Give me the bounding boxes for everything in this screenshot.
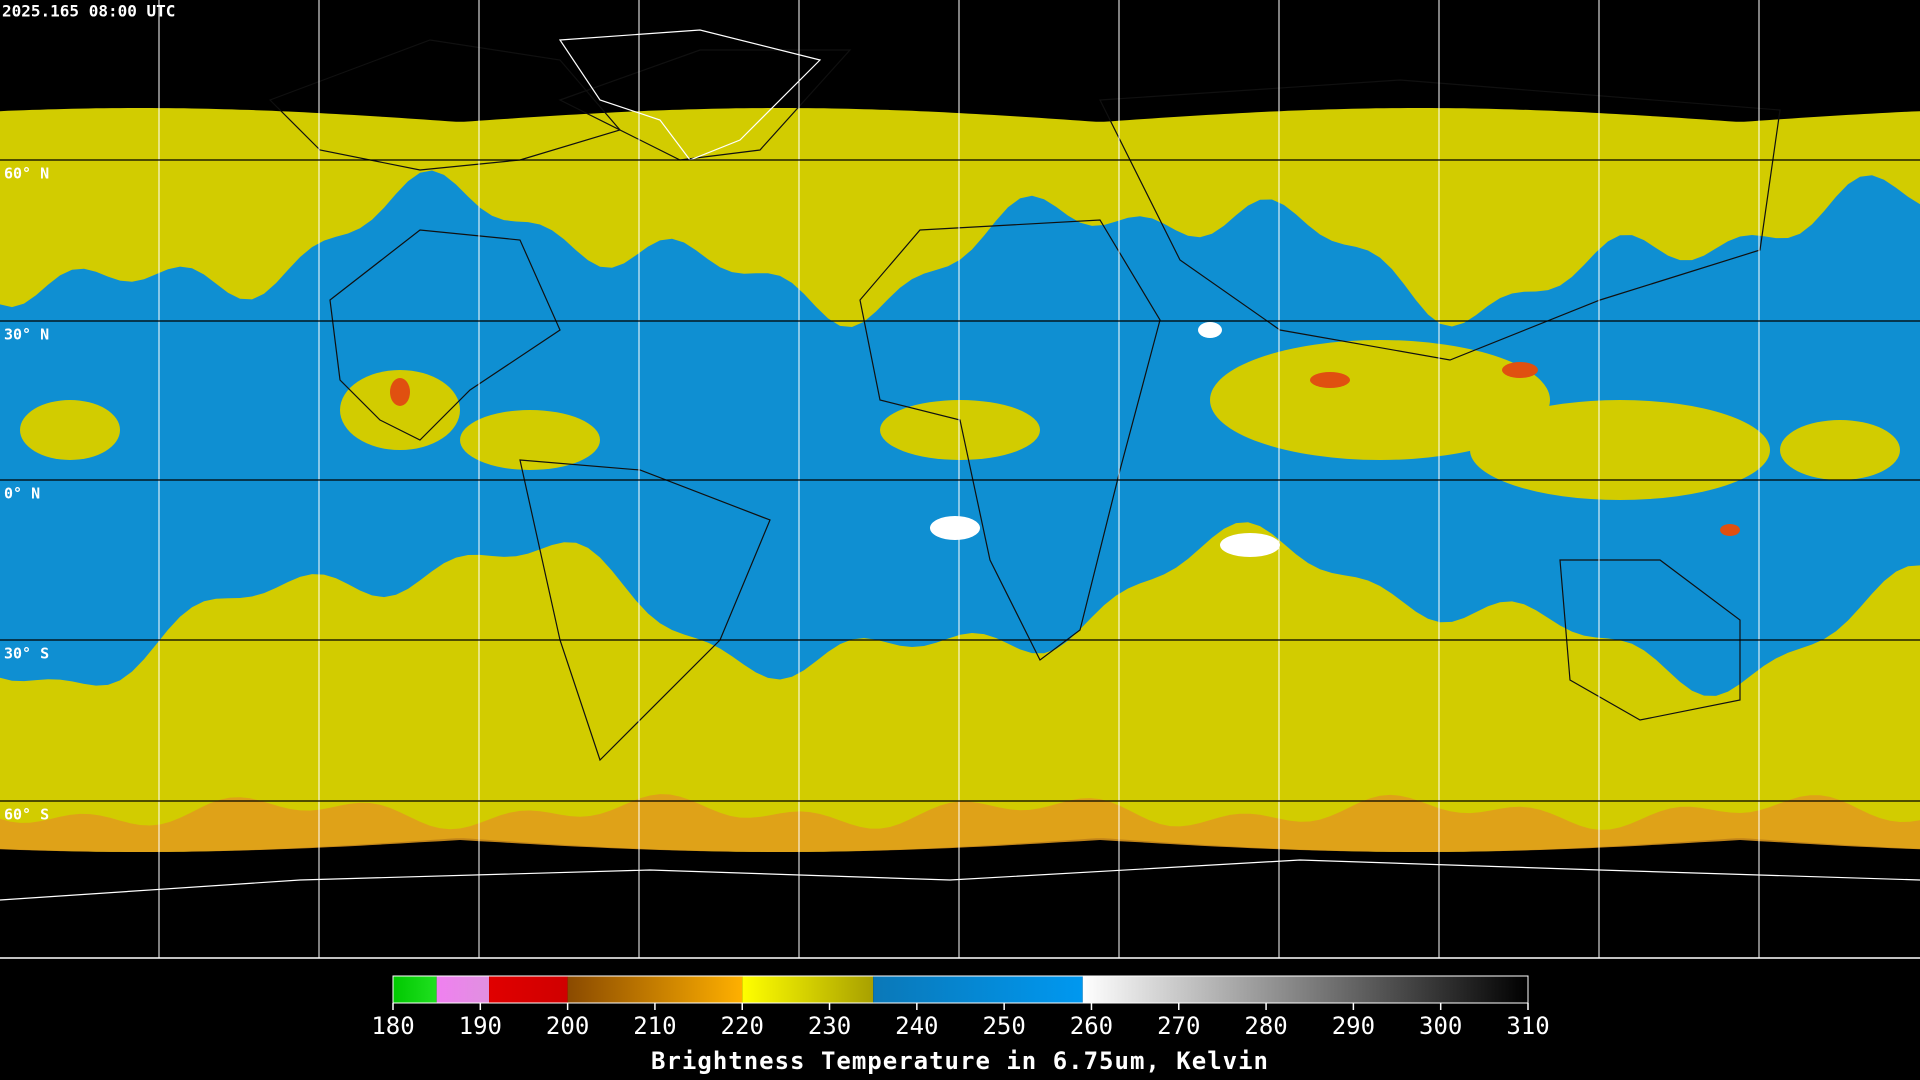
coastline <box>1559 559 1741 721</box>
colorbar: 180 190 200 210 220 230 240 250 260 270 280 290 300 3… <box>371 975 1550 1040</box>
coastline <box>859 219 1161 661</box>
colorbar-tick-label: 300 <box>1419 1012 1462 1040</box>
colorbar-tick-label: 210 <box>633 1012 676 1040</box>
cold-band <box>0 794 1920 852</box>
very-dry <box>1198 322 1222 338</box>
colorbar-segment <box>436 976 490 1003</box>
colorbar-tick-label: 310 <box>1506 1012 1549 1040</box>
colorbar-tick-label: 280 <box>1244 1012 1287 1040</box>
cloud-cluster <box>1470 400 1770 500</box>
coastline <box>558 49 852 161</box>
latitude-label: 0° N <box>4 485 40 503</box>
deep-convection <box>1502 362 1538 378</box>
colorbar-tick-label: 200 <box>546 1012 589 1040</box>
latitude-label: 60° N <box>4 165 49 183</box>
colorbar-tick-label: 240 <box>895 1012 938 1040</box>
colorbar-title: Brightness Temperature in 6.75um, Kelvin <box>651 1047 1269 1075</box>
colorbar-segment <box>1082 976 1528 1003</box>
colorbar-tick-label: 270 <box>1157 1012 1200 1040</box>
colorbar-tick-label: 290 <box>1332 1012 1375 1040</box>
coastline <box>0 859 1920 901</box>
colorbar-segment <box>393 976 437 1003</box>
colorbar-tick-label: 260 <box>1070 1012 1113 1040</box>
colorbar-segment <box>742 976 874 1003</box>
deep-convection <box>1310 372 1350 388</box>
latitude-label: 30° S <box>4 645 49 663</box>
greenland <box>558 29 822 161</box>
coastline <box>1099 79 1781 361</box>
latitude-label: 60° S <box>4 806 49 824</box>
cloud-cluster <box>1210 340 1550 460</box>
latitude-label: 30° N <box>4 326 49 344</box>
colorbar-segment <box>489 976 568 1003</box>
colorbar-tick-label: 250 <box>982 1012 1025 1040</box>
coastline <box>268 39 622 171</box>
graticule: 60° N 30° N 0° N 30° S 60° S <box>0 0 1920 959</box>
colorbar-segment <box>873 976 1083 1003</box>
colorbar-tick-label: 220 <box>721 1012 764 1040</box>
colorbar-frame <box>392 975 1529 1004</box>
cloud-cluster <box>20 400 120 460</box>
deep-convection <box>390 378 410 406</box>
coastline <box>329 229 561 441</box>
cloud-cluster <box>880 400 1040 460</box>
colorbar-tick-label: 190 <box>459 1012 502 1040</box>
timestamp: 2025.165 08:00 UTC <box>2 2 175 21</box>
colorbar-segment <box>567 976 743 1003</box>
very-dry <box>930 516 980 540</box>
very-dry <box>1220 533 1280 557</box>
colorbar-tick-label: 230 <box>808 1012 851 1040</box>
deep-convection <box>1720 524 1740 536</box>
cloud-cluster <box>1780 420 1900 480</box>
cloud-cluster <box>460 410 600 470</box>
colorbar-tick-label: 180 <box>371 1012 414 1040</box>
